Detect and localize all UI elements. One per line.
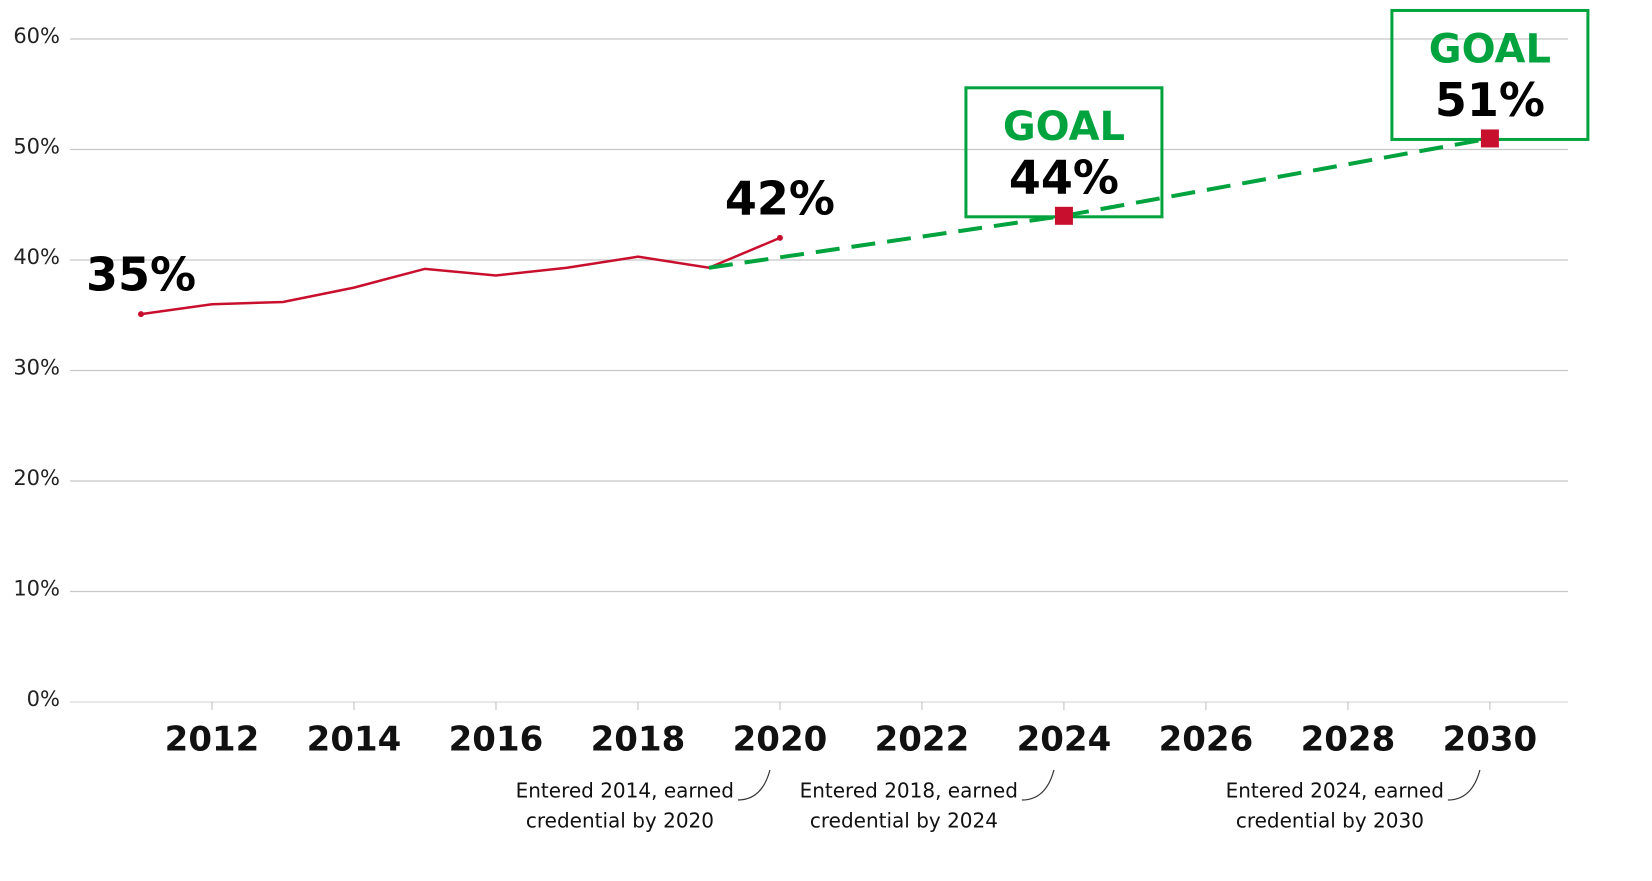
goal-marker — [1480, 129, 1499, 148]
series-line — [708, 136, 1491, 270]
goal-value-label: 51% — [1435, 73, 1545, 127]
x-tick-label: 2012 — [165, 720, 260, 760]
x-tick-label: 2014 — [307, 720, 402, 760]
annotation-pointer — [1021, 769, 1055, 801]
annotation: credential by 2024 — [810, 809, 998, 833]
goal-label: GOAL — [1429, 26, 1551, 72]
x-tick-label: 2028 — [1301, 720, 1396, 760]
annotation-pointer — [1447, 769, 1481, 801]
y-tick-label: 40% — [13, 245, 60, 269]
x-tick-label: 2018 — [591, 720, 686, 760]
y-tick-label: 60% — [13, 24, 60, 48]
y-tick-label: 10% — [13, 577, 60, 601]
goal-value-label: 44% — [1009, 150, 1119, 204]
value-label: 42% — [725, 171, 835, 225]
x-tick-label: 2026 — [1159, 720, 1254, 760]
y-tick-label: 20% — [13, 466, 60, 490]
goal-marker — [1054, 206, 1073, 225]
annotation: Entered 2014, earned — [516, 779, 734, 803]
x-tick-label: 2022 — [875, 720, 970, 760]
annotation: Entered 2018, earned — [800, 779, 1018, 803]
annotation-pointer — [737, 769, 771, 801]
x-tick-label: 2020 — [733, 720, 828, 760]
annotation: credential by 2020 — [526, 809, 714, 833]
point — [137, 311, 144, 318]
point — [776, 234, 783, 241]
y-tick-label: 50% — [13, 135, 60, 159]
value-label: 35% — [86, 248, 196, 302]
y-tick-label: 0% — [27, 687, 60, 711]
annotation: credential by 2030 — [1236, 809, 1424, 833]
x-tick-label: 2030 — [1443, 720, 1538, 760]
x-tick-label: 2016 — [449, 720, 544, 760]
goal-label: GOAL — [1003, 104, 1125, 150]
annotation: Entered 2024, earned — [1226, 779, 1444, 803]
series-line — [140, 236, 781, 316]
y-tick-label: 30% — [13, 356, 60, 380]
x-tick-label: 2024 — [1017, 720, 1112, 760]
